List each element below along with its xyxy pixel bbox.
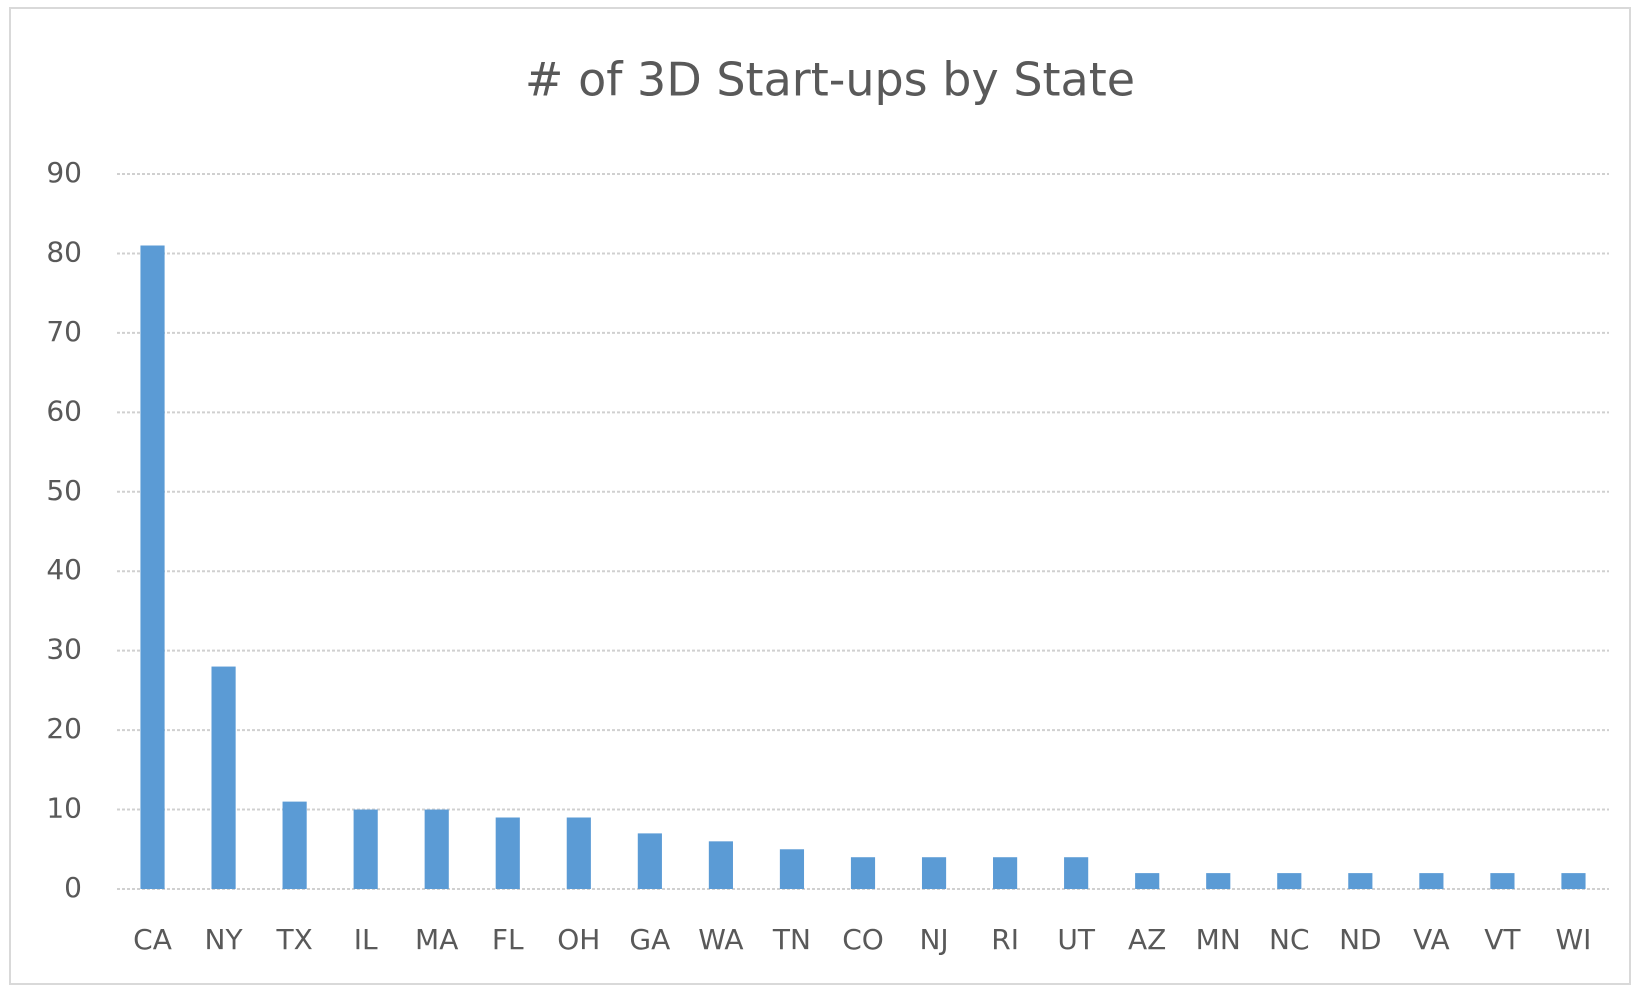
x-tick-label: WA xyxy=(698,923,743,956)
bar xyxy=(1490,873,1515,889)
bar xyxy=(140,245,165,889)
x-tick-label: TX xyxy=(275,923,312,956)
y-tick-label: 50 xyxy=(46,474,82,507)
x-tick-label: WI xyxy=(1555,923,1591,956)
x-tick-label: VA xyxy=(1413,923,1450,956)
y-tick-label: 20 xyxy=(46,712,82,745)
x-tick-label: VT xyxy=(1484,923,1521,956)
y-tick-label: 80 xyxy=(46,235,82,268)
bar xyxy=(708,841,733,889)
y-tick-label: 0 xyxy=(64,871,82,904)
bar xyxy=(353,809,378,889)
x-tick-label: TN xyxy=(772,923,811,956)
x-tick-label: NC xyxy=(1269,923,1310,956)
x-tick-label: CA xyxy=(133,923,172,956)
chart-title: # of 3D Start-ups by State xyxy=(525,53,1135,107)
bar xyxy=(637,833,662,889)
x-tick-label: AZ xyxy=(1128,923,1166,956)
y-tick-label: 70 xyxy=(46,315,82,348)
bar xyxy=(211,666,236,889)
bar xyxy=(495,817,520,889)
bar xyxy=(993,857,1018,889)
bar xyxy=(566,817,591,889)
bar xyxy=(1561,873,1586,889)
y-tick-label: 40 xyxy=(46,553,82,586)
bar xyxy=(424,809,449,889)
bar xyxy=(1064,857,1089,889)
x-tick-label: MN xyxy=(1196,923,1241,956)
bar xyxy=(1206,873,1231,889)
chart-border xyxy=(9,7,1631,985)
bar xyxy=(1348,873,1373,889)
y-tick-label: 60 xyxy=(46,394,82,427)
bar xyxy=(850,857,876,889)
x-tick-label: FL xyxy=(492,923,524,956)
bar xyxy=(1135,873,1160,889)
x-tick-label: UT xyxy=(1057,923,1095,956)
bar xyxy=(1419,873,1444,889)
bar xyxy=(921,857,947,889)
x-tick-label: ND xyxy=(1339,923,1382,956)
bar xyxy=(779,849,805,889)
bar xyxy=(282,801,307,889)
x-tick-label: MA xyxy=(415,923,458,956)
x-tick-label: NY xyxy=(205,923,244,956)
y-tick-label: 10 xyxy=(46,792,82,825)
y-tick-label: 30 xyxy=(46,633,82,666)
y-tick-label: 90 xyxy=(46,156,82,189)
x-tick-label: CO xyxy=(842,923,884,956)
x-tick-label: IL xyxy=(354,923,378,956)
x-tick-label: RI xyxy=(991,923,1019,956)
x-tick-label: OH xyxy=(557,923,600,956)
x-tick-label: GA xyxy=(629,923,670,956)
bar xyxy=(1277,873,1302,889)
x-tick-label: NJ xyxy=(919,923,948,956)
